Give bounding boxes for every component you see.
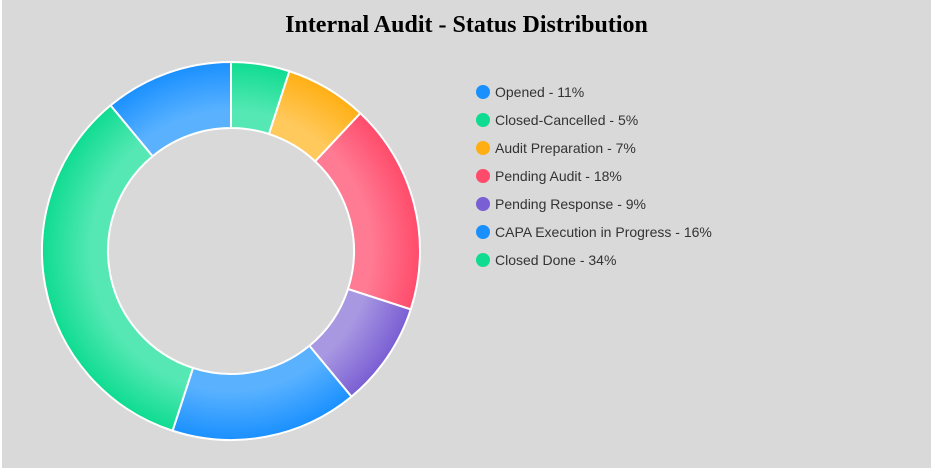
chart-title: Internal Audit - Status Distribution xyxy=(285,12,648,38)
legend-item[interactable]: Closed-Cancelled - 5% xyxy=(476,106,712,134)
legend-label: Closed-Cancelled - 5% xyxy=(495,112,639,128)
legend-label: Audit Preparation - 7% xyxy=(495,140,636,156)
legend-item[interactable]: Closed Done - 34% xyxy=(476,246,712,274)
chart-legend: Opened - 11% Closed-Cancelled - 5% Audit P… xyxy=(476,78,712,274)
legend-label: Opened - 11% xyxy=(495,84,585,100)
donut-chart xyxy=(41,60,421,441)
legend-label: Pending Audit - 18% xyxy=(495,168,622,184)
legend-item[interactable]: Opened - 11% xyxy=(476,78,712,106)
legend-item[interactable]: CAPA Execution in Progress - 16% xyxy=(476,218,712,246)
legend-swatch xyxy=(476,113,490,127)
legend-swatch xyxy=(476,141,490,155)
legend-label: Closed Done - 34% xyxy=(495,252,617,268)
donut-slice-closed-done[interactable] xyxy=(41,103,195,433)
legend-item[interactable]: Pending Audit - 18% xyxy=(476,162,712,190)
legend-swatch xyxy=(476,253,490,267)
legend-swatch xyxy=(476,197,490,211)
legend-item[interactable]: Audit Preparation - 7% xyxy=(476,134,712,162)
legend-item[interactable]: Pending Response - 9% xyxy=(476,190,712,218)
legend-label: CAPA Execution in Progress - 16% xyxy=(495,224,712,240)
legend-swatch xyxy=(476,85,490,99)
legend-label: Pending Response - 9% xyxy=(495,196,646,212)
legend-swatch xyxy=(476,169,490,183)
legend-swatch xyxy=(476,225,490,239)
